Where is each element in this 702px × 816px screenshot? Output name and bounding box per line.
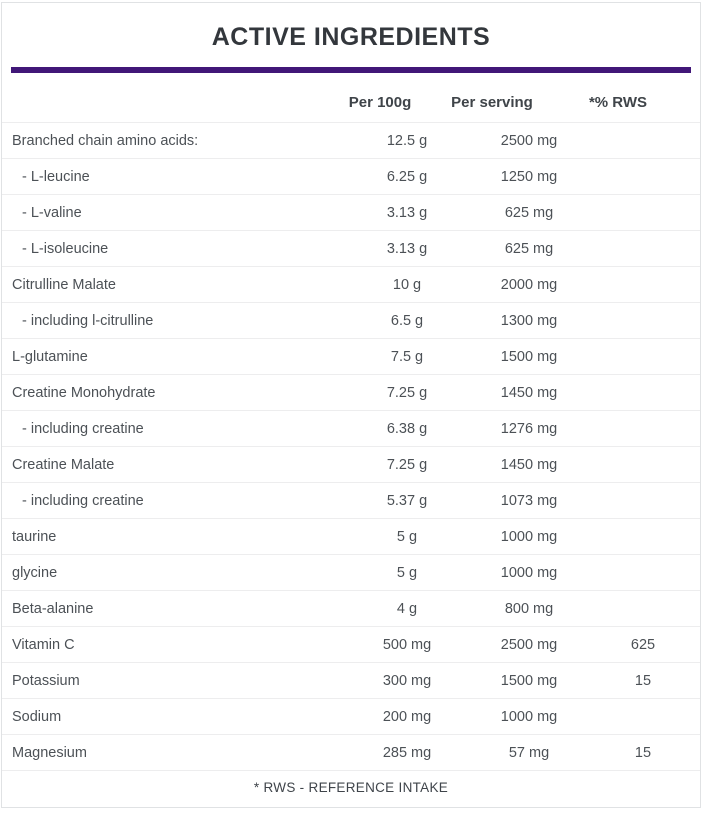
table-row: Vitamin C 500 mg 2500 mg 625 bbox=[2, 626, 700, 662]
ingredient-label: - including creatine bbox=[22, 420, 144, 437]
table-row: taurine 5 g 1000 mg bbox=[2, 518, 700, 554]
per-100g-value: 10 g bbox=[392, 276, 422, 293]
ingredient-label: - L-isoleucine bbox=[22, 240, 109, 257]
table-row: - including creatine 5.37 g 1073 mg bbox=[2, 482, 700, 518]
rws-footnote: * RWS - REFERENCE INTAKE bbox=[2, 770, 700, 803]
per-serving-value: 1500 mg bbox=[500, 348, 558, 365]
per-100g-value: 300 mg bbox=[382, 672, 432, 689]
table-row: - L-isoleucine 3.13 g 625 mg bbox=[2, 230, 700, 266]
ingredient-label: - L-valine bbox=[22, 204, 82, 221]
ingredient-label: Sodium bbox=[12, 708, 62, 725]
table-row: - including l-citrulline 6.5 g 1300 mg bbox=[2, 302, 700, 338]
per-100g-value: 285 mg bbox=[382, 744, 432, 761]
per-serving-value: 1450 mg bbox=[500, 384, 558, 401]
per-100g-value: 6.25 g bbox=[386, 168, 428, 185]
ingredient-label: glycine bbox=[12, 564, 58, 581]
per-serving-value: 1073 mg bbox=[500, 492, 558, 509]
ingredient-label: taurine bbox=[12, 528, 57, 545]
per-serving-value: 800 mg bbox=[504, 600, 554, 617]
ingredient-label: Vitamin C bbox=[12, 636, 75, 653]
per-serving-value: 2500 mg bbox=[500, 132, 558, 149]
per-serving-value: 57 mg bbox=[508, 744, 550, 761]
table-row: Sodium 200 mg 1000 mg bbox=[2, 698, 700, 734]
rws-value: 625 bbox=[630, 636, 656, 653]
per-100g-value: 7.5 g bbox=[390, 348, 424, 365]
per-100g-value: 6.5 g bbox=[390, 312, 424, 329]
per-100g-value: 3.13 g bbox=[386, 204, 428, 221]
ingredient-label: Creatine Monohydrate bbox=[12, 384, 156, 401]
per-serving-value: 1500 mg bbox=[500, 672, 558, 689]
per-100g-value: 4 g bbox=[396, 600, 418, 617]
rws-value: 15 bbox=[634, 672, 652, 689]
table-row: - L-valine 3.13 g 625 mg bbox=[2, 194, 700, 230]
per-100g-value: 7.25 g bbox=[386, 384, 428, 401]
table-row: Beta-alanine 4 g 800 mg bbox=[2, 590, 700, 626]
ingredient-label: - L-leucine bbox=[22, 168, 90, 185]
ingredient-label: Beta-alanine bbox=[12, 600, 94, 617]
page-title: ACTIVE INGREDIENTS bbox=[211, 23, 491, 51]
per-serving-value: 1276 mg bbox=[500, 420, 558, 437]
table-row: Citrulline Malate 10 g 2000 mg bbox=[2, 266, 700, 302]
table-body: Branched chain amino acids: 12.5 g 2500 … bbox=[2, 122, 700, 770]
rws-value: 15 bbox=[634, 744, 652, 761]
per-100g-value: 500 mg bbox=[382, 636, 432, 653]
ingredient-label: Magnesium bbox=[12, 744, 87, 761]
per-serving-value: 625 mg bbox=[504, 240, 554, 257]
table-row: L-glutamine 7.5 g 1500 mg bbox=[2, 338, 700, 374]
per-100g-value: 12.5 g bbox=[386, 132, 428, 149]
table-row: - including creatine 6.38 g 1276 mg bbox=[2, 410, 700, 446]
ingredient-label: - including creatine bbox=[22, 492, 144, 509]
per-100g-value: 3.13 g bbox=[386, 240, 428, 257]
table-row: glycine 5 g 1000 mg bbox=[2, 554, 700, 590]
ingredient-label: - including l-citrulline bbox=[22, 312, 154, 329]
ingredient-label: Branched chain amino acids: bbox=[12, 132, 199, 149]
per-100g-value: 5 g bbox=[396, 564, 418, 581]
table-header-row: Per 100g Per serving *% RWS bbox=[2, 73, 700, 122]
table-row: - L-leucine 6.25 g 1250 mg bbox=[2, 158, 700, 194]
per-serving-value: 1000 mg bbox=[500, 528, 558, 545]
table-row: Creatine Monohydrate 7.25 g 1450 mg bbox=[2, 374, 700, 410]
table-row: Creatine Malate 7.25 g 1450 mg bbox=[2, 446, 700, 482]
per-serving-value: 625 mg bbox=[504, 204, 554, 221]
per-serving-value: 2000 mg bbox=[500, 276, 558, 293]
header-per-serving: Per serving bbox=[451, 94, 533, 111]
per-serving-value: 1250 mg bbox=[500, 168, 558, 185]
ingredient-label: L-glutamine bbox=[12, 348, 88, 365]
ingredient-label: Citrulline Malate bbox=[12, 276, 116, 293]
table-row: Potassium 300 mg 1500 mg 15 bbox=[2, 662, 700, 698]
per-100g-value: 5 g bbox=[396, 528, 418, 545]
per-100g-value: 200 mg bbox=[382, 708, 432, 725]
per-serving-value: 2500 mg bbox=[500, 636, 558, 653]
per-serving-value: 1450 mg bbox=[500, 456, 558, 473]
header-rws: *% RWS bbox=[588, 94, 648, 111]
header-per-100g: Per 100g bbox=[348, 94, 412, 111]
ingredient-label: Creatine Malate bbox=[12, 456, 115, 473]
purple-divider bbox=[11, 67, 691, 73]
per-100g-value: 5.37 g bbox=[386, 492, 428, 509]
per-serving-value: 1000 mg bbox=[500, 564, 558, 581]
per-100g-value: 6.38 g bbox=[386, 420, 428, 437]
table-row: Magnesium 285 mg 57 mg 15 bbox=[2, 734, 700, 770]
table-row: Branched chain amino acids: 12.5 g 2500 … bbox=[2, 122, 700, 158]
ingredient-label: Potassium bbox=[12, 672, 80, 689]
per-serving-value: 1300 mg bbox=[500, 312, 558, 329]
per-100g-value: 7.25 g bbox=[386, 456, 428, 473]
per-serving-value: 1000 mg bbox=[500, 708, 558, 725]
